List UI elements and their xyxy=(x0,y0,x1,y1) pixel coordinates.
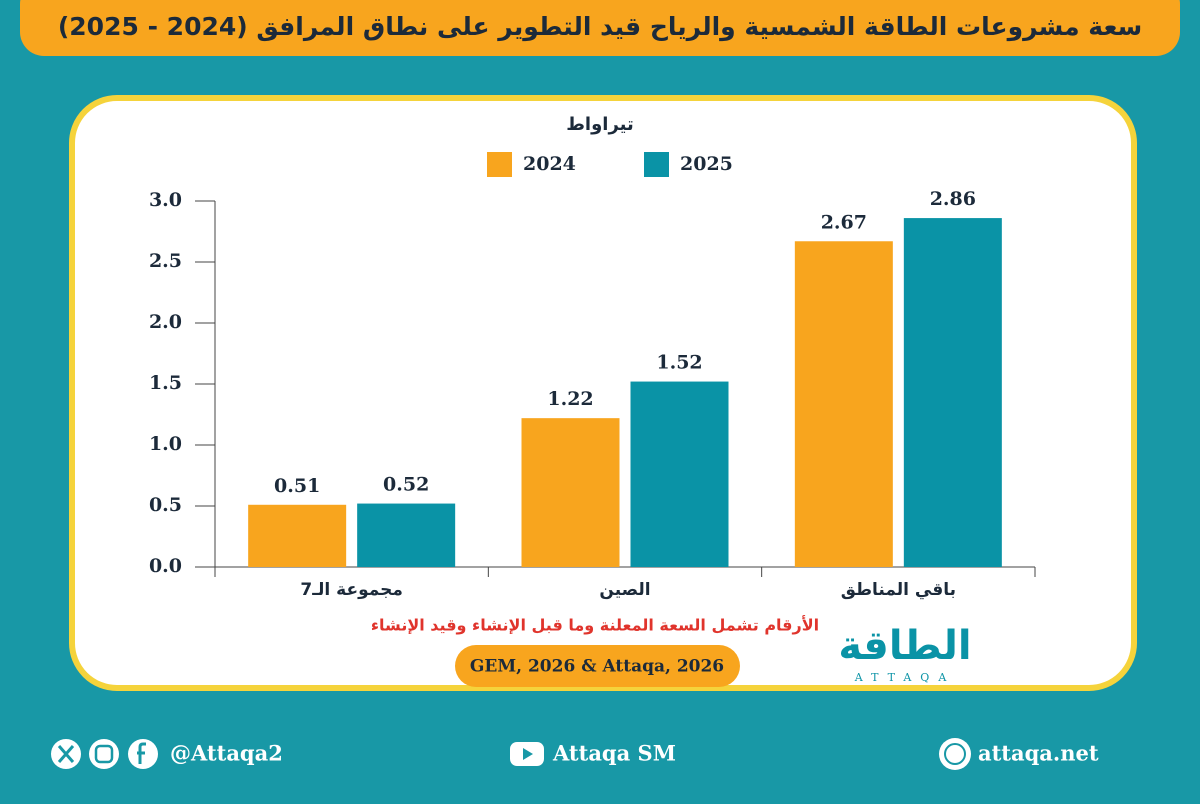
source: GEM, 2026 & Attaqa, 2026 xyxy=(470,657,724,677)
legend-swatch xyxy=(487,152,512,177)
legend-label: 2024 xyxy=(523,153,576,175)
y-tick-label: 1.0 xyxy=(149,433,182,455)
bar xyxy=(794,241,893,567)
ig-glyph xyxy=(94,744,114,764)
youtube-handle: Attaqa SM xyxy=(552,741,676,766)
value-label: 0.51 xyxy=(274,475,320,497)
value-label: 0.52 xyxy=(383,474,429,496)
x-glyph xyxy=(57,745,75,763)
chart-title: سعة مشروعات الطاقة الشمسية والرياح قيد ا… xyxy=(58,12,1142,42)
value-label: 1.22 xyxy=(547,388,593,410)
social-icons xyxy=(51,738,971,770)
bar xyxy=(630,381,729,567)
value-label: 2.67 xyxy=(821,211,867,233)
web-icon xyxy=(939,738,971,770)
social-handle: @Attaqa2 xyxy=(170,741,283,766)
bar xyxy=(357,503,456,567)
y-tick-label: 2.5 xyxy=(149,250,182,272)
x-tick-label: الصين xyxy=(599,580,650,600)
y-tick-label: 0.5 xyxy=(149,494,182,516)
bar xyxy=(903,218,1002,567)
yt-glyph xyxy=(523,748,533,760)
source-pill xyxy=(455,645,740,687)
y-tick-label: 0.0 xyxy=(149,555,182,577)
x-tick-label: مجموعة الـ7 xyxy=(300,580,403,600)
legend-label: 2025 xyxy=(680,153,733,175)
note: الأرقام تشمل السعة المعلنة وما قبل الإنش… xyxy=(371,616,819,635)
fb-glyph xyxy=(137,742,146,764)
title-bar xyxy=(20,0,1180,56)
bar xyxy=(521,418,620,567)
instagram-icon xyxy=(89,739,119,769)
logo-latin: ATTAQA xyxy=(854,671,956,684)
value-label: 2.86 xyxy=(930,188,976,210)
y-unit: تيراواط xyxy=(566,114,634,135)
web-glyph xyxy=(944,743,966,765)
x-tick-label: باقي المناطق xyxy=(841,580,956,600)
logo: الطاقة xyxy=(838,623,971,669)
value-label: 1.52 xyxy=(656,352,702,374)
y-tick-label: 1.5 xyxy=(149,372,182,394)
website: attaqa.net xyxy=(978,741,1099,766)
y-tick-label: 3.0 xyxy=(149,189,182,211)
legend-swatch xyxy=(644,152,669,177)
y-tick-label: 2.0 xyxy=(149,311,182,333)
bar xyxy=(248,504,347,567)
